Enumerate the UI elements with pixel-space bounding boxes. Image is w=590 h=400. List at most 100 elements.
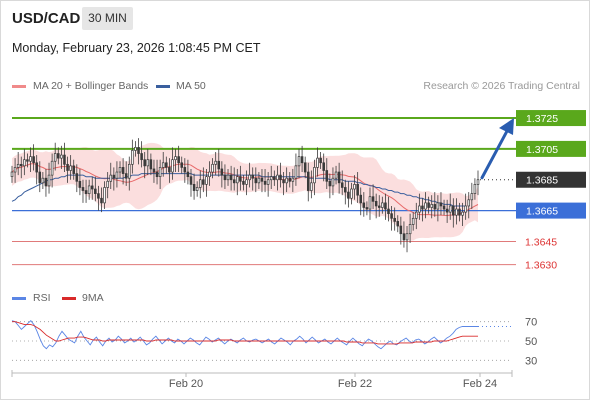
moving-averages <box>11 163 479 217</box>
candle-body <box>337 171 341 184</box>
forecast-arrow-shaft <box>480 129 509 180</box>
ma50-swatch <box>156 85 170 88</box>
candle-body <box>137 147 140 154</box>
candle-body <box>347 191 350 199</box>
candle-body <box>131 150 134 165</box>
candle-body <box>458 208 461 216</box>
candle-body <box>464 205 467 213</box>
rsi-ma-line <box>12 321 478 345</box>
candle-body <box>313 167 316 184</box>
candle-body <box>229 174 233 181</box>
candle-body <box>23 159 26 167</box>
bollinger-bands <box>12 142 478 241</box>
candle-body <box>448 205 452 213</box>
candle-body <box>424 202 427 210</box>
candle-body <box>174 156 177 161</box>
forecast-arrow <box>480 118 514 180</box>
candle-body <box>140 153 143 161</box>
candle-body <box>306 171 310 191</box>
ma20-line <box>11 163 479 217</box>
level-tag-text-1.3665: 1.3665 <box>526 206 558 218</box>
candle-body <box>316 157 319 168</box>
candles <box>10 138 480 253</box>
candle-body <box>461 211 464 216</box>
candle-body <box>26 159 29 162</box>
candle-body <box>279 174 282 181</box>
candle-body <box>109 174 113 182</box>
candle-body <box>32 156 35 164</box>
candle-body <box>442 205 446 210</box>
candle-body <box>427 202 430 208</box>
rsi-tick-label: 50 <box>525 336 537 348</box>
candle-body <box>152 168 156 173</box>
timeframe-badge[interactable]: 30 MIN <box>82 7 133 30</box>
candle-body <box>183 167 187 173</box>
candle-body <box>177 156 180 164</box>
candle-body <box>143 159 146 167</box>
datetime-label: Monday, February 23, 2026 1:08:45 PM CET <box>12 41 261 55</box>
candle-body <box>223 174 227 181</box>
candle-body <box>411 217 415 225</box>
chart-header: USD/CAD 30 MIN <box>0 0 590 36</box>
research-credit: Research © 2026 Trading Central <box>423 80 580 92</box>
candle-body <box>452 205 455 216</box>
candle-body <box>393 217 396 222</box>
candle-body <box>421 205 424 210</box>
candle-body <box>198 179 202 188</box>
candle-body <box>356 184 359 196</box>
rsi-tick-label: 30 <box>525 355 537 367</box>
candle-body <box>291 177 295 182</box>
rsi-line <box>11 320 478 350</box>
candle-body <box>282 179 285 184</box>
candle-body <box>41 177 45 184</box>
candle-body <box>100 197 103 204</box>
candle-body <box>211 163 214 173</box>
candle-body <box>158 167 162 178</box>
candle-body <box>10 171 14 178</box>
candle-body <box>134 147 137 151</box>
candle-body <box>94 188 97 194</box>
candle-body <box>288 177 292 182</box>
ma20-legend-label: MA 20 + Bollinger Bands <box>33 80 149 92</box>
candle-body <box>60 154 63 159</box>
candle-body <box>44 177 48 187</box>
candle-body <box>202 179 205 185</box>
candle-body <box>390 213 393 219</box>
bollinger-band-area <box>12 142 478 241</box>
candle-body <box>368 196 372 210</box>
candle-body <box>377 205 381 208</box>
rsi-tick-label: 70 <box>525 317 537 329</box>
candle-body <box>408 224 412 235</box>
candle-body <box>72 165 75 174</box>
candle-body <box>149 159 153 170</box>
candle-body <box>415 211 418 219</box>
time-axis: Feb 20 Feb 22 Feb 24 <box>11 370 513 390</box>
candle-body <box>118 167 122 173</box>
candle-body <box>195 187 199 191</box>
level-tag-text-1.3685: 1.3685 <box>526 175 558 187</box>
symbol-title: USD/CAD <box>12 10 81 27</box>
candle-body <box>430 204 433 208</box>
candle-body <box>303 162 307 173</box>
candle-body <box>115 171 119 179</box>
candle-body <box>106 180 109 188</box>
candle-body <box>310 182 313 191</box>
candle-body <box>112 174 116 179</box>
candle-body <box>78 180 82 188</box>
candle-body <box>220 168 224 176</box>
candle-body <box>186 171 190 178</box>
rsi-legend-label: RSI <box>33 292 51 304</box>
candle-body <box>396 221 400 227</box>
candle-body <box>328 180 332 187</box>
candle-body <box>473 184 477 194</box>
candle-body <box>50 160 54 176</box>
candle-body <box>208 171 211 178</box>
candle-body <box>384 202 387 210</box>
candle-body <box>57 153 60 159</box>
candle-body <box>371 196 375 202</box>
rsi-ma-swatch <box>62 297 76 300</box>
candle-body <box>350 188 353 199</box>
candle-body <box>226 174 230 181</box>
candle-body <box>217 160 221 170</box>
